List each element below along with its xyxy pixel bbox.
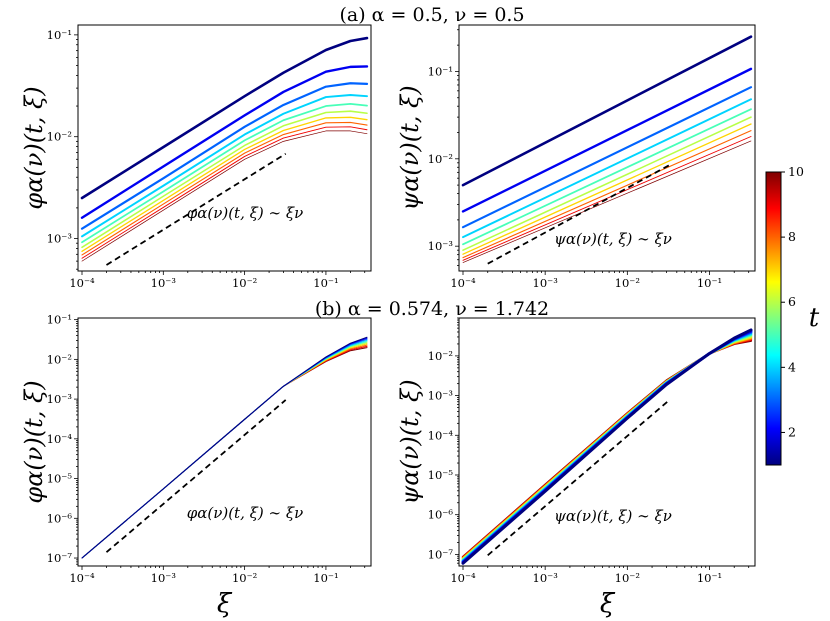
- series-line-t10: [81, 130, 368, 262]
- y-tick-label: 10⁻⁴: [47, 432, 73, 446]
- colorbar-tick-label: 6: [788, 294, 796, 309]
- series-line-t3: [461, 86, 753, 229]
- x-tick-label: 10⁻⁴: [69, 571, 95, 585]
- axes-frame: [77, 24, 372, 272]
- series-line-t6: [462, 116, 752, 251]
- guide-line: [105, 399, 287, 553]
- colorbar-tick-label: 2: [788, 424, 796, 439]
- x-tick-label: 10⁻⁴: [450, 276, 476, 290]
- series-line-t8: [462, 130, 752, 259]
- ylabel-a1: φα(ν)(t, ξ): [20, 86, 48, 209]
- series-line-t1: [461, 328, 753, 565]
- series-line-t4: [81, 339, 368, 559]
- panel-a2: 10⁻⁴ 10⁻³ 10⁻² 10⁻¹ 10⁻³ 10⁻² 10⁻¹ ψα(ν)(t, ξ) …: [428, 24, 756, 290]
- y-tick-label: 10⁻⁷: [428, 547, 454, 561]
- series-line-t5: [81, 341, 368, 559]
- x-tick-label: 10⁻²: [232, 276, 257, 290]
- ylabel-b1: φα(ν)(t, ξ): [20, 380, 48, 503]
- series-line-t2: [81, 337, 368, 559]
- guide-line: [106, 152, 287, 266]
- x-tick-label: 10⁻³: [533, 571, 559, 585]
- y-tick-label: 10⁻²: [47, 352, 72, 366]
- colorbar-tick-label: 8: [788, 229, 796, 244]
- y-tick-label: 10⁻³: [47, 232, 73, 246]
- xlabel-b2: ξ: [600, 589, 616, 619]
- series-line-t10: [462, 140, 752, 263]
- title-a: (a) α = 0.5, ν = 0.5: [339, 4, 524, 26]
- colorbar-tick-label: 4: [788, 359, 796, 374]
- y-tick-label: 10⁻⁶: [47, 511, 73, 525]
- panel-b1: 10⁻⁴ 10⁻³ 10⁻² 10⁻¹ 10⁻⁷ 10⁻⁶ 10⁻⁵ 10⁻⁴ 10⁻³ 10⁻²…: [47, 313, 372, 585]
- series-line-t7: [462, 123, 752, 255]
- y-tick-label: 10⁻¹: [47, 313, 72, 327]
- panel-a1: 10⁻⁴ 10⁻³ 10⁻² 10⁻¹ 10⁻³ 10⁻² 10⁻¹ φα(ν)(t, ξ) …: [47, 24, 372, 290]
- ylabel-a2: ψα(ν)(t, ξ): [396, 85, 424, 210]
- y-tick-label: 10⁻³: [428, 389, 454, 403]
- y-tick-label: 10⁻⁴: [428, 428, 454, 442]
- x-tick-label: 10⁻²: [615, 571, 640, 585]
- y-tick-label: 10⁻¹: [428, 64, 453, 78]
- series-line-t4: [462, 98, 752, 239]
- guide-annotation: φα(ν)(t, ξ) ∼ ξν: [187, 504, 303, 522]
- x-tick-label: 10⁻²: [615, 276, 640, 290]
- x-tick-label: 10⁻¹: [697, 276, 722, 290]
- colorbar-gradient: [765, 171, 782, 466]
- y-tick-label: 10⁻⁷: [47, 551, 73, 565]
- series-line-t2: [80, 65, 369, 219]
- colorbar: t 2 4 6 8 10: [765, 164, 820, 466]
- ylabel-b2: ψα(ν)(t, ξ): [396, 379, 424, 504]
- series-line-t5: [462, 108, 752, 246]
- panel-b2: 10⁻⁴ 10⁻³ 10⁻² 10⁻¹ 10⁻⁷ 10⁻⁶ 10⁻⁵ 10⁻⁴ 10⁻³ 10⁻²…: [428, 317, 756, 585]
- y-tick-label: 10⁻⁶: [428, 508, 454, 522]
- y-tick-label: 10⁻²: [428, 349, 453, 363]
- series-line-t4: [81, 93, 368, 238]
- x-tick-label: 10⁻³: [151, 276, 177, 290]
- axes-frame: [77, 317, 372, 567]
- xlabel-b1: ξ: [217, 589, 233, 619]
- y-tick-label: 10⁻¹: [47, 28, 72, 42]
- y-tick-label: 10⁻³: [428, 239, 454, 253]
- series-line-t6: [81, 342, 368, 559]
- guide-line: [487, 164, 670, 265]
- series-line-t9: [81, 126, 368, 259]
- series-line-t2: [461, 67, 753, 213]
- x-tick-label: 10⁻⁴: [450, 571, 476, 585]
- guide-annotation: φα(ν)(t, ξ) ∼ ξν: [187, 204, 303, 222]
- series-line-t5: [81, 103, 368, 244]
- series-line-t2: [461, 329, 753, 564]
- series-line-t1: [81, 336, 368, 559]
- x-tick-label: 10⁻²: [232, 571, 257, 585]
- series-line-t3: [80, 82, 369, 230]
- y-tick-label: 10⁻⁵: [47, 472, 73, 486]
- title-b: (b) α = 0.574, ν = 1.742: [315, 298, 549, 320]
- series-line-t3: [81, 338, 368, 559]
- x-tick-label: 10⁻¹: [697, 571, 722, 585]
- axes-frame: [458, 24, 756, 272]
- guide-line: [487, 399, 670, 556]
- series-line-t6: [81, 110, 368, 249]
- series-line-t1: [461, 35, 753, 187]
- x-tick-label: 10⁻³: [533, 276, 559, 290]
- x-tick-label: 10⁻³: [151, 571, 177, 585]
- series-line-t1: [80, 36, 369, 200]
- colorbar-label: t: [809, 303, 820, 333]
- axes-frame: [458, 317, 756, 567]
- guide-annotation: ψα(ν)(t, ξ) ∼ ξν: [554, 230, 672, 248]
- x-tick-label: 10⁻¹: [313, 571, 338, 585]
- guide-annotation: ψα(ν)(t, ξ) ∼ ξν: [554, 507, 672, 525]
- series-line-t8: [81, 121, 368, 256]
- x-tick-label: 10⁻¹: [313, 276, 338, 290]
- y-tick-label: 10⁻²: [47, 130, 72, 144]
- series-line-t7: [81, 116, 368, 252]
- x-tick-label: 10⁻⁴: [69, 276, 95, 290]
- y-tick-label: 10⁻²: [428, 152, 453, 166]
- colorbar-tick-label: 10: [788, 164, 804, 179]
- y-tick-label: 10⁻³: [47, 392, 73, 406]
- y-tick-label: 10⁻⁵: [428, 468, 454, 482]
